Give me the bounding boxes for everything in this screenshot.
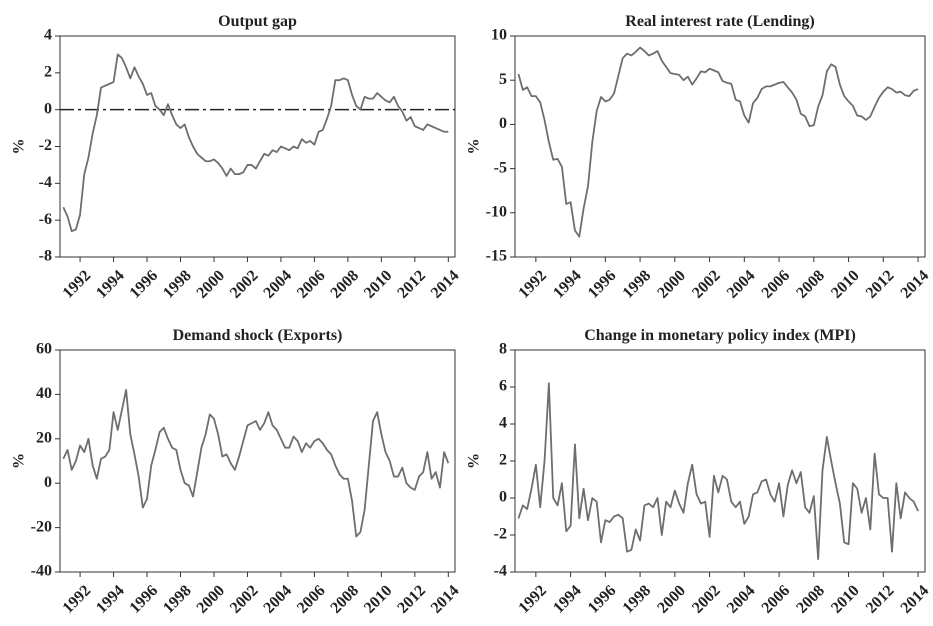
x-tick-label: 1994 xyxy=(93,582,128,617)
x-tick-label: 2002 xyxy=(689,582,724,617)
y-tick-label: 0 xyxy=(499,489,507,506)
y-tick-label: 8 xyxy=(499,341,507,358)
x-tick-label: 2010 xyxy=(828,582,863,617)
x-tick-label: 2014 xyxy=(898,267,933,302)
x-tick-label: 1998 xyxy=(160,582,195,617)
panel-title: Output gap xyxy=(218,13,297,30)
y-axis-label: % xyxy=(11,453,28,469)
y-tick-label: -10 xyxy=(486,203,507,220)
panel: Output gap%-8-6-4-2024199219941996199820… xyxy=(11,13,463,302)
x-tick-label: 2000 xyxy=(194,582,229,617)
x-tick-label: 1992 xyxy=(515,582,550,617)
x-tick-label: 1996 xyxy=(127,582,162,617)
y-tick-label: -4 xyxy=(39,174,52,191)
y-tick-label: -6 xyxy=(39,211,52,228)
y-tick-label: -15 xyxy=(486,248,507,265)
panel: Demand shock (Exports)% -40 -20 0 20 40 60 1992… xyxy=(11,327,463,617)
x-tick-label: 2012 xyxy=(863,582,898,617)
x-tick-label: 2004 xyxy=(260,267,295,302)
x-tick-label: 1992 xyxy=(60,267,95,302)
y-tick-label: 10 xyxy=(491,27,507,44)
x-tick-label: 2006 xyxy=(294,267,329,302)
plot-frame xyxy=(514,35,926,258)
x-tick-label: 2002 xyxy=(689,267,724,302)
panel: Real interest rate (Lending)% -15 -10 -5 0 5 1… xyxy=(466,13,933,302)
x-tick-label: 2012 xyxy=(394,267,429,302)
x-tick-label: 2000 xyxy=(654,267,689,302)
x-tick-label: 1994 xyxy=(550,582,585,617)
x-tick-label: 2008 xyxy=(327,267,362,302)
panel-title: Real interest rate (Lending) xyxy=(625,13,814,30)
y-tick-label: 6 xyxy=(499,378,507,395)
x-tick-label: 2004 xyxy=(724,582,759,617)
y-tick-label: 4 xyxy=(499,415,507,432)
plot-frame xyxy=(59,349,456,573)
x-tick-label: 2008 xyxy=(793,267,828,302)
x-tick-label: 2004 xyxy=(260,582,295,617)
x-tick-label: 2014 xyxy=(428,582,463,617)
x-tick-label: 2006 xyxy=(759,267,794,302)
x-tick-label: 2010 xyxy=(828,267,863,302)
y-tick-label: -5 xyxy=(494,159,507,176)
data-line xyxy=(62,53,449,233)
panel-title: Change in monetary policy index (MPI) xyxy=(584,327,856,344)
data-line xyxy=(62,389,450,538)
x-tick-label: 2006 xyxy=(294,582,329,617)
y-tick-label: -40 xyxy=(31,563,52,580)
y-axis-label: % xyxy=(466,453,483,469)
data-line xyxy=(517,46,919,238)
x-tick-label: 2000 xyxy=(654,582,689,617)
x-tick-label: 2012 xyxy=(394,582,429,617)
x-tick-label: 1996 xyxy=(585,267,620,302)
x-tick-label: 1998 xyxy=(160,267,195,302)
y-tick-label: -4 xyxy=(494,563,507,580)
x-tick-label: 2006 xyxy=(759,582,794,617)
x-tick-label: 2014 xyxy=(898,582,933,617)
x-tick-label: 2010 xyxy=(361,582,396,617)
x-tick-label: 2012 xyxy=(863,267,898,302)
x-tick-label: 1996 xyxy=(585,582,620,617)
x-tick-label: 1998 xyxy=(620,267,655,302)
y-axis-label: % xyxy=(11,139,28,155)
y-tick-label: 5 xyxy=(499,71,507,88)
x-tick-label: 2004 xyxy=(724,267,759,302)
y-axis-label: % xyxy=(466,139,483,155)
x-tick-label: 2002 xyxy=(227,267,262,302)
y-tick-label: 20 xyxy=(36,429,52,446)
y-tick-label: -20 xyxy=(31,518,52,535)
x-tick-label: 2000 xyxy=(194,267,229,302)
y-tick-label: 0 xyxy=(44,474,52,491)
x-tick-label: 1994 xyxy=(550,267,585,302)
y-tick-label: -2 xyxy=(39,137,52,154)
panel-title: Demand shock (Exports) xyxy=(173,327,343,344)
y-tick-label: 2 xyxy=(44,64,52,81)
x-tick-label: 2014 xyxy=(428,267,463,302)
x-tick-label: 1994 xyxy=(93,267,128,302)
plot-frame xyxy=(59,35,456,258)
data-line xyxy=(517,382,919,560)
y-tick-label: 0 xyxy=(44,100,52,117)
x-tick-label: 2008 xyxy=(793,582,828,617)
x-tick-label: 2002 xyxy=(227,582,262,617)
panel: Change in monetary policy index (MPI)% -4… xyxy=(466,327,933,617)
y-tick-label: 0 xyxy=(499,115,507,132)
y-tick-label: 2 xyxy=(499,452,507,469)
y-tick-label: 60 xyxy=(36,341,52,358)
y-tick-label: -2 xyxy=(494,526,507,543)
x-tick-label: 1992 xyxy=(515,267,550,302)
y-tick-label: 40 xyxy=(36,385,52,402)
x-tick-label: 2008 xyxy=(327,582,362,617)
y-tick-label: -8 xyxy=(39,248,52,265)
x-tick-label: 1992 xyxy=(60,582,95,617)
x-tick-label: 1996 xyxy=(127,267,162,302)
y-tick-label: 4 xyxy=(44,27,52,44)
x-tick-label: 2010 xyxy=(361,267,396,302)
x-tick-label: 1998 xyxy=(620,582,655,617)
